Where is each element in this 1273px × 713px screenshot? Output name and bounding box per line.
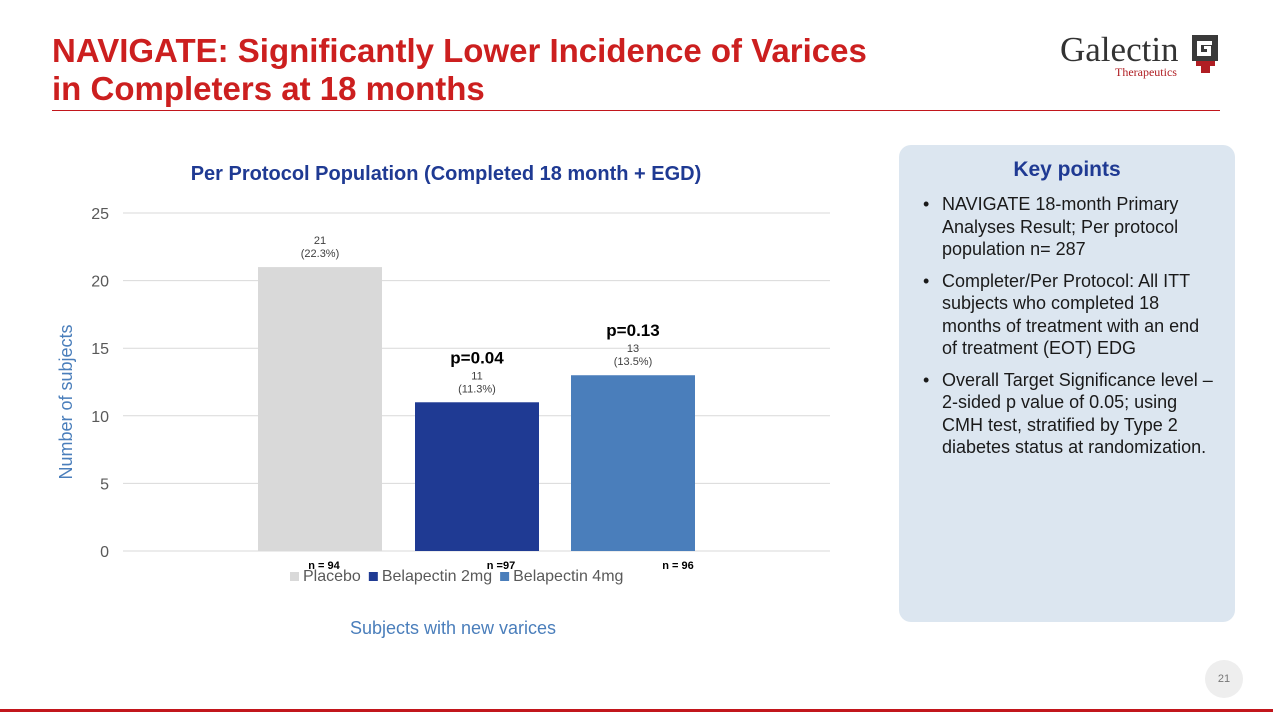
company-logo: Galectin Therapeutics ® — [1058, 30, 1218, 80]
bullet-icon: • — [923, 194, 930, 214]
n-label: n = 96 — [662, 560, 694, 572]
bar-value-label: 21 — [314, 235, 326, 247]
title-divider — [52, 110, 1220, 111]
bar-placebo — [258, 267, 382, 551]
y-tick-label: 0 — [100, 544, 109, 561]
bar-value-label: 11 — [471, 370, 482, 382]
p-value-labels: p=0.04 p=0.13 — [450, 321, 659, 367]
bars — [258, 267, 695, 551]
key-points-panel: Key points • NAVIGATE 18-month Primary An… — [899, 145, 1235, 622]
chart-title: Per Protocol Population (Completed 18 mo… — [191, 163, 702, 185]
y-tick-label: 10 — [91, 409, 109, 426]
slide-title: NAVIGATE: Significantly Lower Incidence … — [52, 32, 912, 108]
n-label: n =97 — [487, 560, 515, 572]
key-points-title: Key points — [1013, 158, 1121, 181]
bar-belapectin-2mg — [415, 402, 539, 551]
bullet-icon: • — [923, 369, 930, 390]
y-tick-label: 25 — [91, 206, 109, 223]
key-points-list: • NAVIGATE 18-month Primary Analyses Resu… — [919, 193, 1219, 468]
y-tick-label: 20 — [91, 274, 109, 291]
logo-wordmark: Galectin — [1060, 30, 1179, 69]
page-number: 21 — [1205, 660, 1243, 698]
legend-label: Belapectin 4mg — [513, 568, 623, 585]
bar-percent-label: (13.5%) — [614, 356, 653, 368]
slide-title-line-2: in Completers at 18 months — [52, 70, 485, 107]
legend-label: Belapectin 2mg — [382, 568, 492, 585]
key-point-text: Overall Target Significance level – 2-si… — [942, 369, 1213, 458]
legend-swatch — [368, 572, 378, 581]
bar-belapectin-4mg — [571, 375, 695, 551]
y-axis-label: Number of subjects — [56, 324, 76, 479]
bar-value-label: 13 — [627, 343, 639, 355]
p-value-label: p=0.13 — [606, 321, 659, 340]
varices-bar-chart: Per Protocol Population (Completed 18 mo… — [56, 163, 830, 638]
key-point-item: • NAVIGATE 18-month Primary Analyses Resu… — [919, 193, 1219, 261]
n-label: n = 94 — [308, 560, 340, 572]
footer-divider — [0, 709, 1273, 712]
bar-percent-label: (22.3%) — [301, 248, 340, 260]
key-point-text: NAVIGATE 18-month Primary Analyses Resul… — [942, 194, 1179, 259]
key-point-item: • Completer/Per Protocol: All ITT subject… — [919, 270, 1219, 360]
legend-swatch — [500, 572, 510, 581]
bar-percent-label: (11.3%) — [458, 383, 496, 395]
x-axis-label: Subjects with new varices — [350, 618, 556, 638]
logo-gt-mark-icon: ® — [1192, 35, 1218, 73]
key-point-item: • Overall Target Significance level – 2-s… — [919, 369, 1219, 459]
n-labels: n = 94 n =97 n = 96 — [308, 560, 694, 572]
y-axis-ticks: 0 5 10 15 20 25 — [91, 206, 109, 561]
logo-registered-mark: ® — [1216, 35, 1218, 43]
legend-swatch — [290, 572, 299, 581]
p-value-label: p=0.04 — [450, 348, 504, 367]
y-tick-label: 5 — [100, 476, 109, 493]
slide-title-line-1: NAVIGATE: Significantly Lower Incidence … — [52, 32, 867, 69]
bar-value-labels: 21(22.3%) 11(11.3%) 13(13.5%) — [301, 235, 653, 395]
logo-subtitle: Therapeutics — [1115, 65, 1177, 79]
y-tick-label: 15 — [91, 341, 109, 358]
bullet-icon: • — [923, 270, 930, 291]
legend-label: Placebo — [303, 568, 361, 585]
chart-legend: Placebo Belapectin 2mg Belapectin 4mg — [290, 568, 623, 585]
key-point-text: Completer/Per Protocol: All ITT subjects… — [942, 270, 1200, 359]
